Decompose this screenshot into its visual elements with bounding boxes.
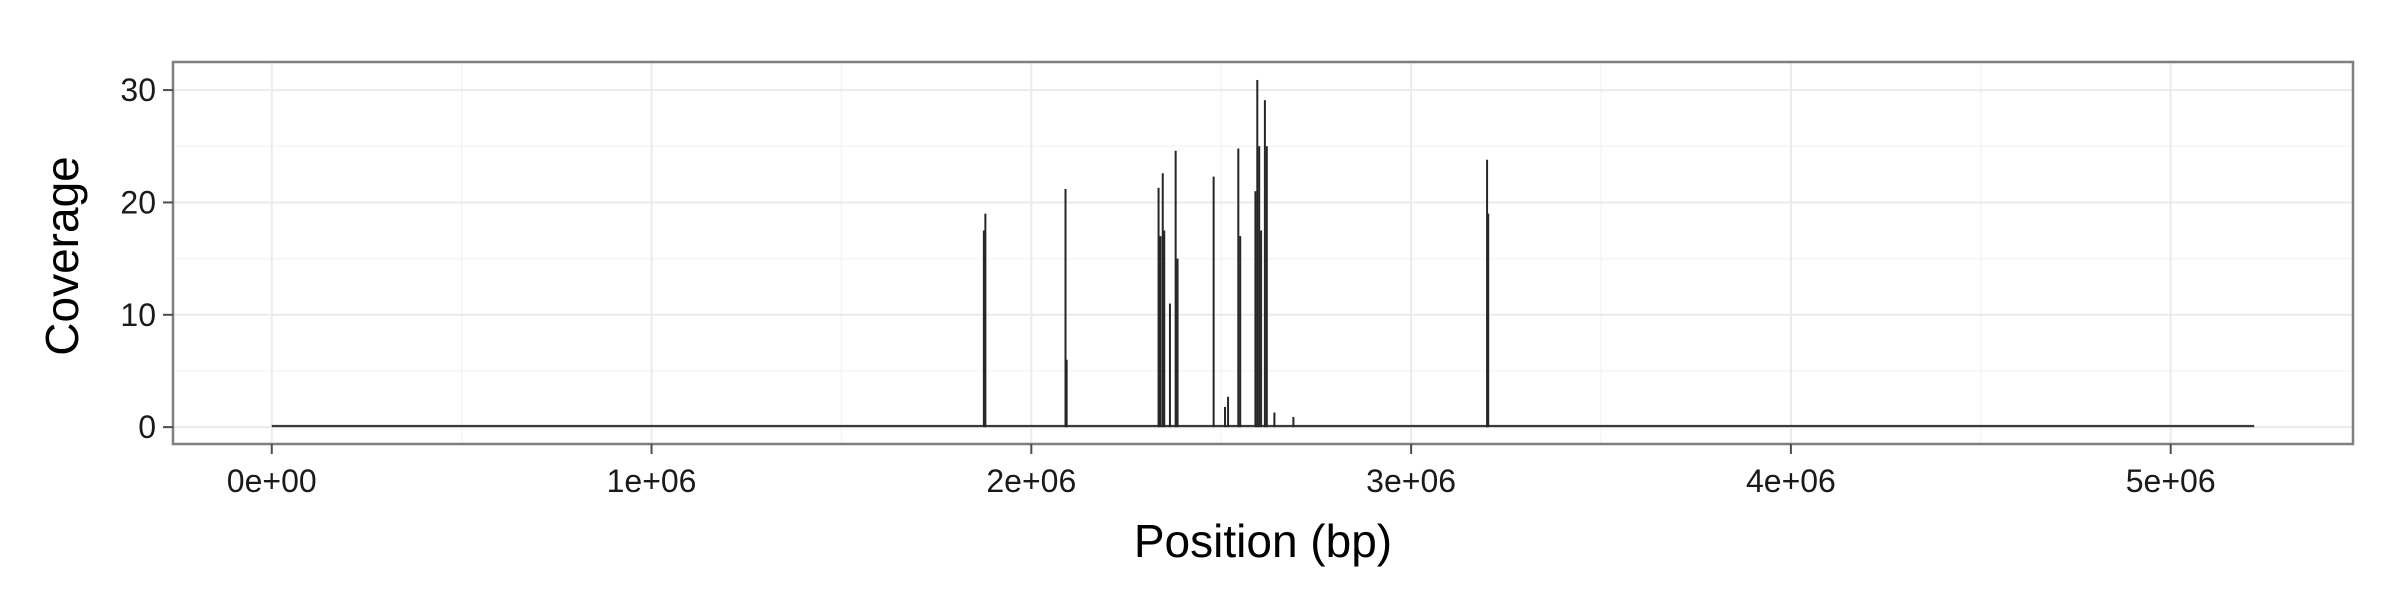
y-tick-label: 30 — [120, 72, 156, 108]
grid-lines — [173, 62, 2353, 444]
coverage-bar — [1064, 188, 1067, 428]
y-tick-label: 0 — [138, 409, 156, 445]
coverage-bar — [1176, 258, 1179, 428]
coverage-bar — [982, 230, 985, 428]
coverage-bar — [1157, 187, 1160, 428]
coverage-bar — [984, 213, 987, 428]
coverage-bar — [1212, 176, 1215, 428]
x-tick-label: 1e+06 — [607, 463, 697, 499]
coverage-bar — [1227, 396, 1230, 428]
x-axis-title: Position (bp) — [1134, 515, 1392, 567]
coverage-bar — [1224, 406, 1227, 428]
coverage-bars — [271, 79, 2255, 428]
panel-border — [171, 60, 2355, 446]
coverage-bar — [1065, 359, 1068, 428]
x-tick-label: 5e+06 — [2126, 463, 2216, 499]
coverage-bar — [1168, 303, 1171, 428]
coverage-bar — [1256, 79, 1259, 428]
x-tick-label: 3e+06 — [1366, 463, 1456, 499]
coverage-bar — [1292, 417, 1295, 428]
coverage-bar — [1237, 148, 1240, 428]
coverage-bar — [1174, 150, 1177, 428]
coverage-bar — [1254, 191, 1257, 428]
y-axis-title: Coverage — [36, 156, 88, 355]
coverage-bar — [1260, 230, 1263, 428]
y-tick-label: 10 — [120, 297, 156, 333]
coverage-bar — [1273, 412, 1276, 428]
baseline-coverage-band — [271, 424, 2255, 428]
coverage-bar — [1163, 230, 1166, 428]
x-tick-label: 0e+00 — [227, 463, 317, 499]
x-tick-label: 4e+06 — [1746, 463, 1836, 499]
plot-panel — [173, 62, 2353, 444]
coverage-bar — [1265, 146, 1268, 428]
coverage-bar — [1161, 173, 1164, 428]
coverage-bar — [1263, 100, 1266, 428]
coverage-bar — [1486, 159, 1489, 428]
coverage-bar — [1239, 236, 1242, 428]
coverage-bar — [1159, 236, 1162, 428]
y-tick-label: 20 — [120, 184, 156, 220]
coverage-bar — [1258, 146, 1261, 428]
x-tick-label: 2e+06 — [986, 463, 1076, 499]
coverage-bar — [1487, 213, 1490, 428]
axes: 0 10 20 30 0e+00 1e+06 2e+06 3e+06 4e+06 5e+06 — [120, 72, 2215, 499]
